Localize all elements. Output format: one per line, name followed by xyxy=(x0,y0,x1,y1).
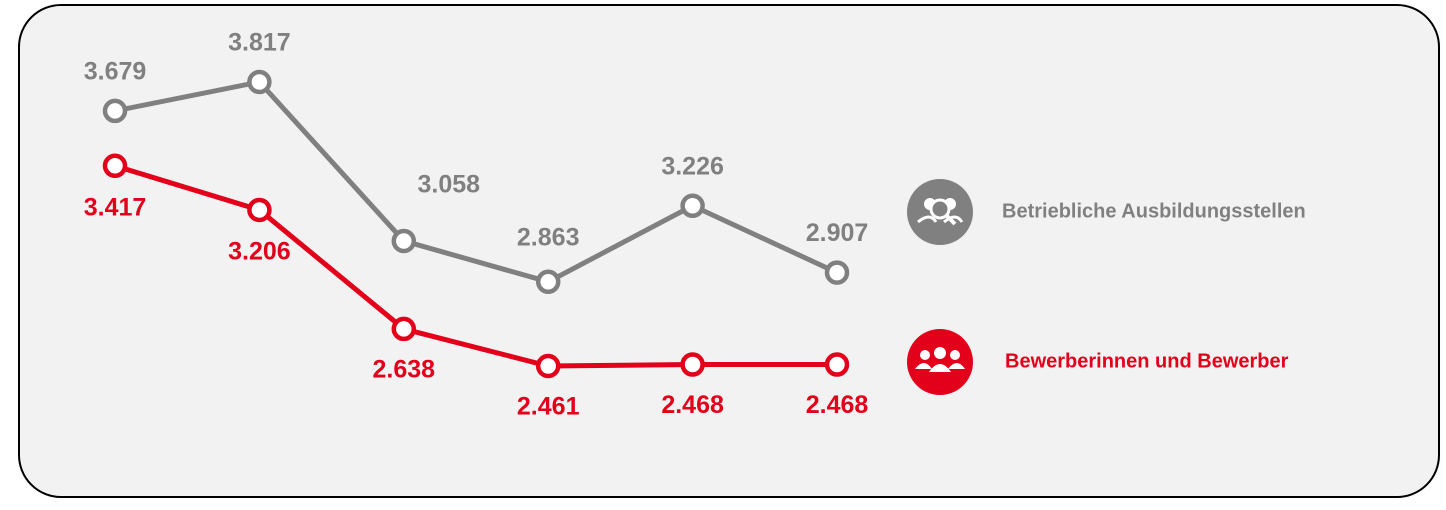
data-label: 3.417 xyxy=(84,193,147,221)
legend-icon xyxy=(907,329,973,395)
legend-label: Betriebliche Ausbildungsstellen xyxy=(1002,200,1306,222)
data-point xyxy=(680,352,705,377)
data-label: 2.638 xyxy=(373,356,436,384)
data-point xyxy=(824,260,850,285)
data-point xyxy=(102,98,128,124)
data-label: 2.907 xyxy=(806,219,869,247)
legend-label: Bewerberinnen und Bewerber xyxy=(1005,350,1289,372)
data-label: 2.468 xyxy=(661,391,724,419)
data-point xyxy=(680,193,705,219)
series-line xyxy=(114,79,839,285)
data-label: 3.226 xyxy=(661,152,724,180)
data-point xyxy=(391,228,417,254)
legend-icon xyxy=(907,179,973,245)
data-label: 2.468 xyxy=(806,391,869,419)
data-label: 3.058 xyxy=(418,171,481,199)
data-label: 2.863 xyxy=(517,223,580,251)
data-point xyxy=(102,153,128,179)
data-label: 3.679 xyxy=(84,58,147,86)
data-point xyxy=(247,69,272,95)
data-point xyxy=(535,353,561,379)
data-point xyxy=(391,316,417,342)
data-label: 3.817 xyxy=(228,29,291,57)
panel xyxy=(18,4,1440,498)
data-label: 3.206 xyxy=(228,238,291,266)
data-label: 2.461 xyxy=(517,393,580,421)
data-point xyxy=(535,269,561,295)
data-point xyxy=(824,352,850,377)
data-point xyxy=(247,197,272,223)
series-line xyxy=(114,163,837,369)
